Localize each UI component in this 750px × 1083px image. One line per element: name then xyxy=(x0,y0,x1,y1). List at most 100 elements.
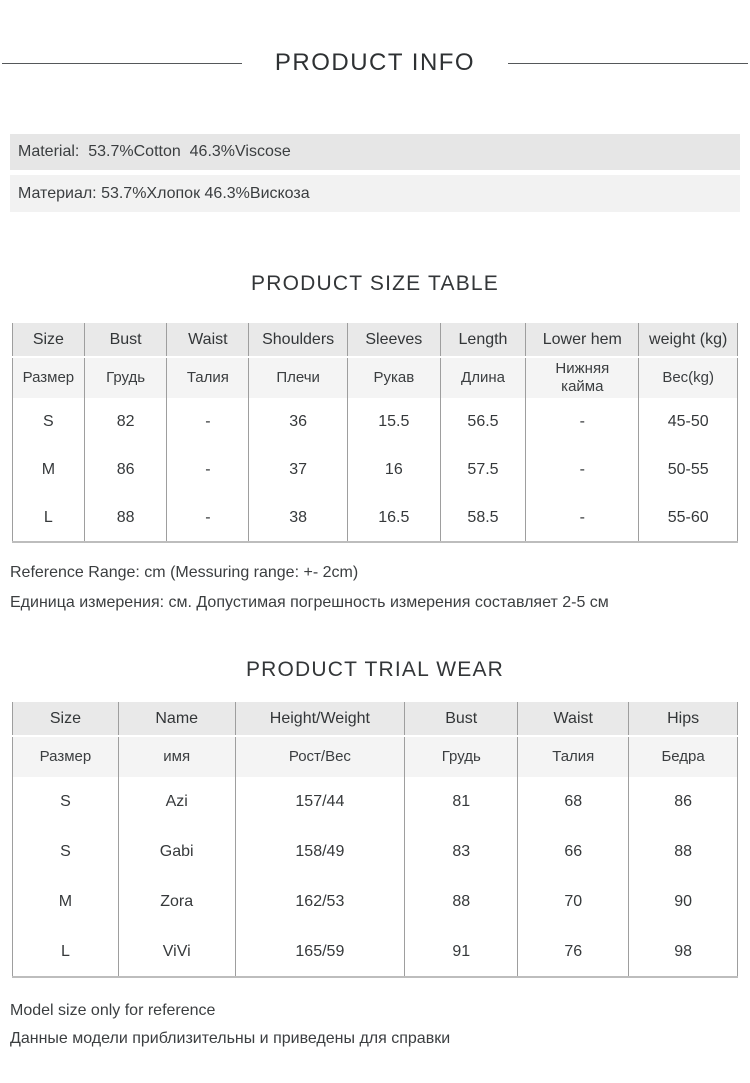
table-cell: 38 xyxy=(248,494,348,543)
column-header: Size xyxy=(12,323,85,358)
table-cell: L xyxy=(12,927,119,978)
table-cell: 157/44 xyxy=(234,777,406,827)
table-cell: - xyxy=(166,398,250,446)
table-row: M 86 - 37 16 57.5 - 50-55 xyxy=(12,446,738,494)
table-cell: 162/53 xyxy=(234,877,406,927)
table-cell: 86 xyxy=(83,446,168,494)
size-table-header-en: Size Bust Waist Shoulders Sleeves Length… xyxy=(12,323,738,358)
column-header: Бедра xyxy=(628,736,738,777)
column-header: Bust xyxy=(83,323,168,358)
note-line-ru: Данные модели приблизительны и приведены… xyxy=(10,1030,451,1047)
table-cell: - xyxy=(525,446,640,494)
material-row-ru: Материал: 53.7%Хлопок 46.3%Вискоза xyxy=(10,175,740,212)
table-cell: 90 xyxy=(628,877,738,927)
table-cell: 15.5 xyxy=(346,398,441,446)
table-cell: 37 xyxy=(248,446,348,494)
trial-wear-table: Size Name Height/Weight Bust Waist Hips … xyxy=(12,702,738,978)
column-header: Height/Weight xyxy=(234,702,406,737)
size-table-header-ru: Размер Грудь Талия Плечи Рукав Длина Ниж… xyxy=(12,357,738,398)
table-cell: 88 xyxy=(83,494,168,543)
table-cell: 88 xyxy=(628,827,738,877)
table-cell: 16 xyxy=(346,446,441,494)
column-header: Грудь xyxy=(404,736,519,777)
column-header: Талия xyxy=(517,736,630,777)
column-header: имя xyxy=(117,736,236,777)
table-cell: M xyxy=(12,446,85,494)
column-header: Size xyxy=(12,702,119,737)
table-row: L 88 - 38 16.5 58.5 - 55-60 xyxy=(12,494,738,543)
table-cell: S xyxy=(12,777,119,827)
column-header: weight (kg) xyxy=(638,323,738,358)
column-header: Hips xyxy=(628,702,738,737)
material-row-en: Material: 53.7%Cotton 46.3%Viscose xyxy=(10,134,740,170)
page-title: PRODUCT INFO xyxy=(274,49,476,76)
column-header: Shoulders xyxy=(248,323,348,358)
table-cell: 50-55 xyxy=(638,446,738,494)
column-header: Рукав xyxy=(346,357,441,398)
trial-table-header-ru: Размер имя Рост/Вес Грудь Талия Бедра xyxy=(12,736,738,777)
trial-wear-heading: PRODUCT TRIAL WEAR xyxy=(245,658,505,681)
table-cell: 165/59 xyxy=(234,927,406,978)
table-cell: 98 xyxy=(628,927,738,978)
trial-table-note: Model size only for reference Данные мод… xyxy=(10,997,740,1053)
column-header: Вес(kg) xyxy=(638,357,738,398)
horizontal-rule-left xyxy=(1,62,242,64)
table-cell: 57.5 xyxy=(439,446,527,494)
table-cell: 86 xyxy=(628,777,738,827)
column-header: Талия xyxy=(166,357,250,398)
table-cell: - xyxy=(166,446,250,494)
table-row: L ViVi 165/59 91 76 98 xyxy=(12,927,738,978)
column-header: Размер xyxy=(12,736,119,777)
note-line-en: Model size only for reference xyxy=(10,1002,216,1019)
table-cell: Zora xyxy=(117,877,236,927)
table-row: S 82 - 36 15.5 56.5 - 45-50 xyxy=(12,398,738,446)
column-header: Грудь xyxy=(83,357,168,398)
table-cell: 66 xyxy=(517,827,630,877)
trial-table-header-en: Size Name Height/Weight Bust Waist Hips xyxy=(12,702,738,737)
column-header: Плечи xyxy=(248,357,348,398)
table-row: S Gabi 158/49 83 66 88 xyxy=(12,827,738,877)
table-cell: - xyxy=(525,398,640,446)
size-table-note: Reference Range: cm (Messuring range: +-… xyxy=(10,558,740,618)
table-cell: 58.5 xyxy=(439,494,527,543)
column-header: Waist xyxy=(166,323,250,358)
table-cell: Gabi xyxy=(117,827,236,877)
table-cell: 76 xyxy=(517,927,630,978)
table-cell: - xyxy=(166,494,250,543)
table-cell: 88 xyxy=(404,877,519,927)
table-cell: 68 xyxy=(517,777,630,827)
table-cell: 16.5 xyxy=(346,494,441,543)
table-cell: 45-50 xyxy=(638,398,738,446)
table-cell: S xyxy=(12,827,119,877)
column-header: Name xyxy=(117,702,236,737)
table-cell: 70 xyxy=(517,877,630,927)
table-cell: - xyxy=(525,494,640,543)
table-cell: L xyxy=(12,494,85,543)
table-cell: Azi xyxy=(117,777,236,827)
column-header: Нижняя кайма xyxy=(525,357,640,398)
page-header: PRODUCT INFO xyxy=(0,0,750,77)
column-header: Waist xyxy=(517,702,630,737)
table-cell: 91 xyxy=(404,927,519,978)
table-cell: 56.5 xyxy=(439,398,527,446)
table-cell: 81 xyxy=(404,777,519,827)
table-cell: 55-60 xyxy=(638,494,738,543)
note-line-en: Reference Range: cm (Messuring range: +-… xyxy=(10,564,359,581)
column-header: Lower hem xyxy=(525,323,640,358)
horizontal-rule-right xyxy=(508,62,749,64)
table-cell: ViVi xyxy=(117,927,236,978)
column-header: Bust xyxy=(404,702,519,737)
column-header: Размер xyxy=(12,357,85,398)
column-header: Length xyxy=(439,323,527,358)
table-cell: 158/49 xyxy=(234,827,406,877)
table-cell: 83 xyxy=(404,827,519,877)
column-header: Рост/Вес xyxy=(234,736,406,777)
table-cell: S xyxy=(12,398,85,446)
table-cell: 82 xyxy=(83,398,168,446)
table-cell: 36 xyxy=(248,398,348,446)
note-line-ru: Единица измерения: см. Допустимая погреш… xyxy=(10,594,609,611)
table-cell: M xyxy=(12,877,119,927)
size-table-heading: PRODUCT SIZE TABLE xyxy=(251,272,499,295)
table-row: M Zora 162/53 88 70 90 xyxy=(12,877,738,927)
column-header: Sleeves xyxy=(346,323,441,358)
